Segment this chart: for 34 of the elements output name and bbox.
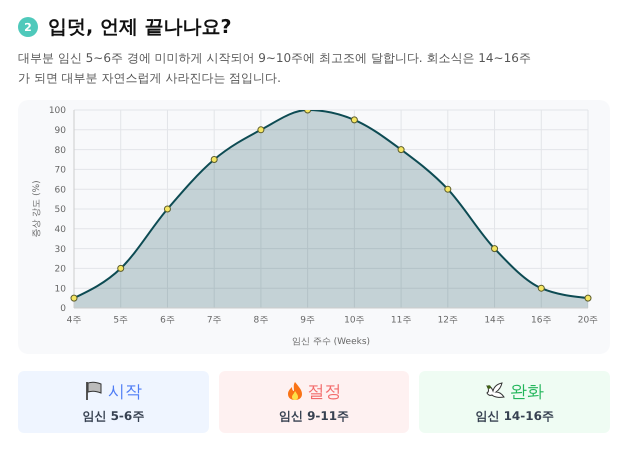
y-tick-label: 90	[54, 126, 66, 136]
y-tick-label: 80	[54, 146, 66, 156]
x-tick-label: 4주	[66, 315, 82, 326]
text: 2	[18, 17, 38, 37]
x-tick-label: 7주	[206, 315, 222, 326]
x-tick-label: 20주	[578, 315, 598, 326]
y-tick-label: 30	[54, 244, 66, 255]
x-axis-title: 임신 주수 (Weeks)	[292, 337, 370, 347]
text: 임신 9-11주	[278, 408, 350, 424]
text: 완화	[510, 380, 544, 402]
x-tick-label: 12주	[438, 315, 458, 326]
text: 임신 5-6주	[82, 408, 144, 424]
y-tick-label: 0	[60, 304, 66, 314]
y-tick-label: 70	[54, 166, 66, 176]
x-tick-label: 6주	[160, 315, 175, 326]
chart-subtitle: 대부분 임신 5~6주 경에 미미하게 시작되어 9~10주에 최고조에 달합니다. 회소식은 14~16주가 되면 대부분 자연스럽게 사라진다는 점입니다.	[18, 50, 532, 87]
text: 시작	[108, 380, 142, 402]
y-tick-label: 60	[54, 185, 66, 196]
x-tick-label: 5주	[113, 315, 128, 326]
x-tick-label: 16주	[531, 315, 552, 326]
y-tick-label: 10	[54, 284, 66, 294]
y-axis-title: 증상 강도 (%)	[32, 180, 42, 238]
x-tick-label: 9주	[300, 315, 316, 326]
y-tick-label: 40	[54, 224, 66, 235]
y-tick-label: 100	[48, 106, 66, 116]
x-tick-label: 14주	[484, 315, 505, 326]
y-tick-label: 50	[54, 205, 66, 216]
text: 임신 14-16주	[475, 408, 554, 424]
text: 절정	[308, 380, 342, 402]
y-tick-label: 20	[54, 264, 66, 275]
x-tick-label: 8주	[254, 315, 268, 326]
x-tick-label: 11주	[390, 315, 412, 326]
x-tick-label: 10주	[344, 315, 365, 326]
chart-title: 입덧, 언제 끝나나요?	[48, 15, 232, 40]
